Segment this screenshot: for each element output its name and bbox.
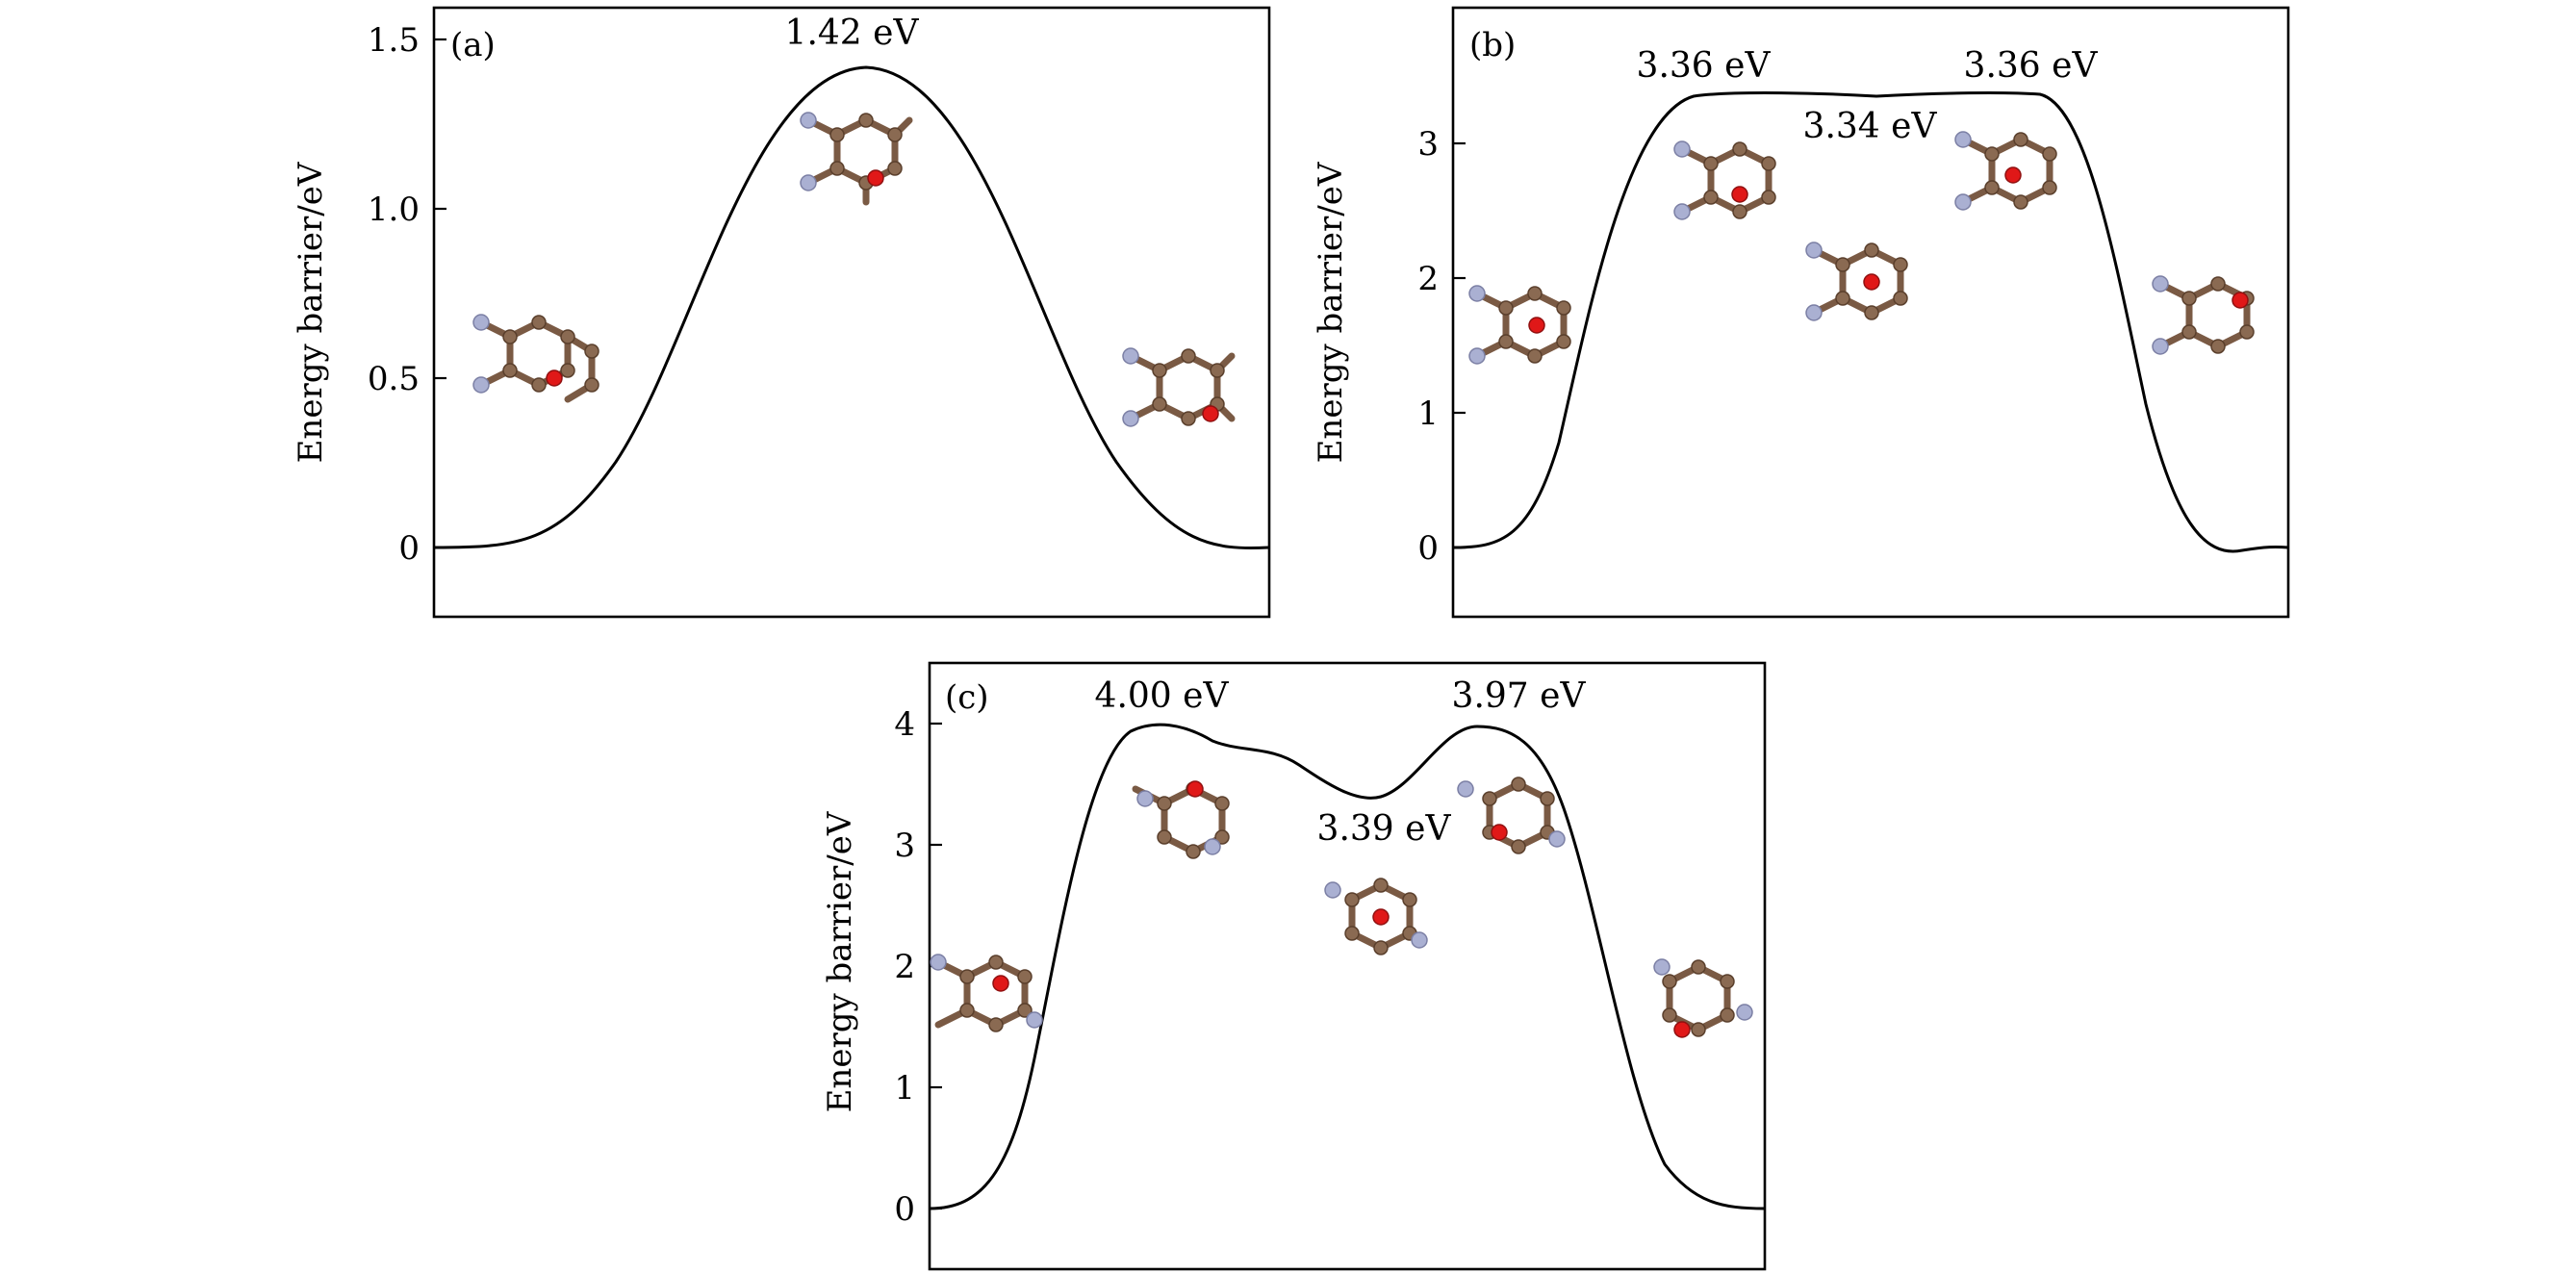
panel-b-label: (b) bbox=[1469, 26, 1516, 64]
panel-b-inset-structure-5 bbox=[2152, 275, 2255, 355]
panel-b-annotation-0: 3.36 eV bbox=[1637, 46, 1772, 86]
panel-b-inset-structure-4 bbox=[1954, 131, 2057, 211]
panel-b-ylabel: Energy barrier/eV bbox=[1312, 161, 1350, 463]
panel-c-series-line bbox=[929, 723, 1766, 1210]
panel-c-annotation-2: 3.97 eV bbox=[1452, 676, 1587, 716]
panel-a-label: (a) bbox=[450, 26, 496, 64]
panel-c-inset-structure-5 bbox=[1653, 958, 1753, 1038]
panel-b-ticks: 0 1 2 3 bbox=[1417, 125, 1466, 568]
panel-a: (a) Energy barrier/eV 0 0.5 1.0 1.5 1.42… bbox=[292, 6, 1271, 619]
panel-b-inset-structure-1 bbox=[1468, 285, 1571, 365]
panel-c-ytick-label-0: 0 bbox=[894, 1190, 915, 1229]
panel-a-frame bbox=[432, 6, 1271, 619]
panel-b-inset-structure-3 bbox=[1805, 242, 1908, 321]
panel-b-annotation-2: 3.36 eV bbox=[1964, 46, 2099, 86]
panel-c-frame bbox=[928, 661, 1767, 1271]
panel-b-frame bbox=[1451, 6, 2290, 619]
panel-b-series-line bbox=[1452, 91, 2289, 553]
panel-b-ytick-label-1: 1 bbox=[1417, 395, 1439, 433]
panel-b-annotation-1: 3.34 eV bbox=[1803, 107, 1938, 146]
panel-c-label: (c) bbox=[945, 678, 989, 717]
panel-b-inset-structure-2 bbox=[1673, 140, 1776, 220]
panel-a-ytick-label-0: 0 bbox=[398, 529, 420, 568]
panel-a-inset-final-structure bbox=[1122, 347, 1236, 427]
panel-c-inset-structure-1 bbox=[930, 954, 1043, 1032]
panel-a-ytick-label-2: 1.0 bbox=[368, 191, 420, 229]
panel-a-inset-transition-structure bbox=[800, 112, 913, 206]
panel-a-ylabel: Energy barrier/eV bbox=[292, 161, 330, 463]
panel-b: (b) Energy barrier/eV 0 1 2 3 3.36 eV 3.… bbox=[1312, 6, 2290, 619]
panel-c-ytick-label-2: 2 bbox=[894, 948, 915, 986]
panel-c-ticks: 0 1 2 3 4 bbox=[894, 705, 942, 1229]
panel-c-ytick-label-3: 3 bbox=[894, 827, 915, 865]
panel-c-annotation-0: 4.00 eV bbox=[1095, 676, 1230, 716]
panel-c: (c) Energy barrier/eV 0 1 2 3 4 4.00 eV … bbox=[821, 661, 1767, 1271]
panel-b-ytick-label-3: 3 bbox=[1417, 125, 1439, 164]
panel-a-inset-initial-structure bbox=[472, 314, 599, 403]
panel-c-ylabel: Energy barrier/eV bbox=[821, 810, 859, 1112]
panel-c-ytick-label-4: 4 bbox=[894, 705, 915, 744]
panel-b-ytick-label-0: 0 bbox=[1417, 529, 1439, 568]
panel-c-inset-structure-3 bbox=[1324, 878, 1428, 955]
panel-c-annotation-1: 3.39 eV bbox=[1317, 809, 1452, 849]
panel-c-inset-structure-4 bbox=[1457, 777, 1566, 854]
panel-a-ytick-label-1: 0.5 bbox=[368, 360, 420, 398]
panel-a-ytick-label-3: 1.5 bbox=[368, 21, 420, 60]
panel-a-annotation-0: 1.42 eV bbox=[785, 13, 920, 53]
panel-a-series-line bbox=[433, 65, 1269, 550]
panel-b-ytick-label-2: 2 bbox=[1417, 260, 1439, 298]
panel-c-inset-structure-2 bbox=[1132, 780, 1230, 859]
panel-a-ticks: 0 0.5 1.0 1.5 bbox=[368, 21, 446, 568]
panel-c-ytick-label-1: 1 bbox=[894, 1069, 915, 1108]
